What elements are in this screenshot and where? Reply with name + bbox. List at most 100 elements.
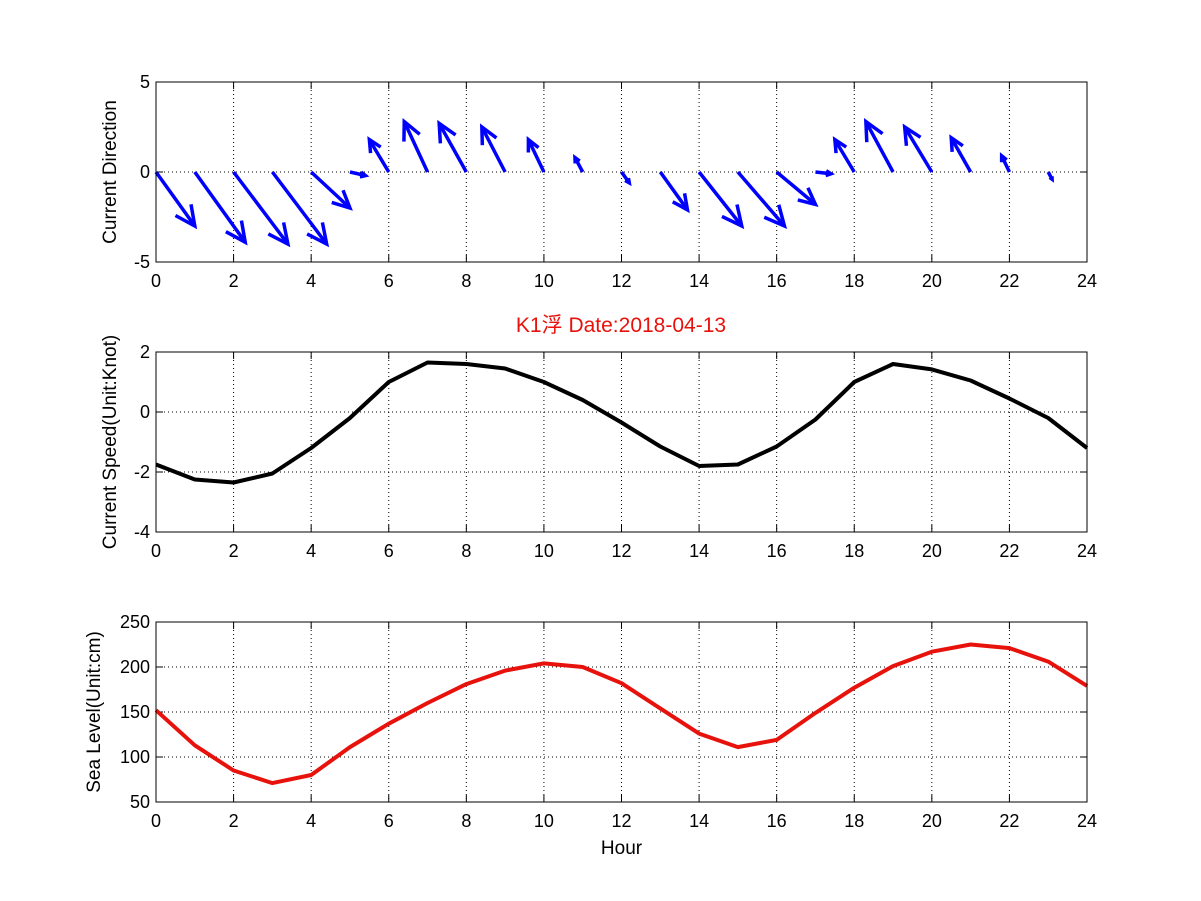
current-direction-arrow-head [306,222,330,248]
sea-level-xlabel: Hour [601,838,643,859]
current-direction-ytick-label: 5 [140,72,150,92]
current-speed-ylabel: Current Speed(Unit:Knot) [100,335,121,549]
current-direction-arrow-head [267,222,291,248]
current-direction-arrow [697,170,745,230]
sea-level-series-line [154,642,1089,786]
current-direction-arrow-shaft [833,138,856,173]
sea-level-ytick-label: 250 [120,612,150,632]
current-direction-xtick-label: 12 [611,271,631,291]
current-direction-arrow-shaft [526,138,546,173]
current-speed-xtick-label: 20 [922,541,942,561]
current-speed-xtick-label: 16 [767,541,787,561]
current-direction-arrow-head [671,192,690,214]
current-direction-arrow-shaft [903,126,934,173]
current-direction-arrow-head [174,204,198,230]
current-direction-arrow-head [437,119,457,144]
sea-level-xtick-label: 22 [999,811,1019,831]
sea-level-xtick-label: 14 [689,811,709,831]
current-direction-arrow-head [1048,176,1054,183]
current-direction-axes-frame [155,81,1088,263]
sea-level-xtick-label: 2 [229,811,239,831]
current-speed-ytick-label: -2 [134,462,150,482]
current-direction-arrow [775,170,819,207]
current-direction-arrow [863,118,895,173]
current-direction-arrow [270,170,330,248]
current-direction-arrow [193,170,248,246]
current-speed-xtick-label: 8 [461,541,471,561]
current-direction-arrow [736,170,788,230]
current-direction-arrow-head [526,135,540,153]
sea-level-ylabel: Sea Level(Unit:cm) [84,631,105,793]
current-direction-arrow-head [949,134,964,153]
current-direction-arrow [902,123,934,173]
current-direction-arrow-shaft [309,170,352,210]
current-direction-xtick-label: 22 [999,271,1019,291]
current-direction-arrow [402,117,430,173]
current-direction-arrow [367,136,391,173]
current-direction-arrow-shaft [736,170,786,228]
current-direction-xtick-label: 8 [461,271,471,291]
current-direction-arrow [815,169,835,178]
current-direction-arrow [620,170,632,187]
current-direction-arrow-head [402,117,421,142]
current-direction-arrow-head [902,123,922,147]
current-direction-arrow [573,154,585,173]
current-direction-arrow [480,123,507,173]
current-direction-arrow-head [863,118,884,143]
current-speed-xtick-label: 0 [151,541,161,561]
current-direction-arrow-head [480,123,498,146]
current-speed-xtick-label: 4 [306,541,316,561]
current-direction-arrow-shaft [193,170,247,244]
current-speed-ytick-label: 0 [140,402,150,422]
current-direction-arrow [1046,171,1054,183]
current-direction-arrow-head [763,204,788,230]
current-direction-arrow-shaft [864,120,895,173]
current-speed-plot-area [156,352,1087,532]
current-direction-arrow-shaft [697,170,744,228]
current-speed-xtick-label: 6 [384,541,394,561]
sea-level-xtick-label: 0 [151,811,161,831]
current-direction-xtick-label: 2 [229,271,239,291]
current-direction-arrow-shaft [775,170,817,206]
current-direction-xtick-label: 14 [689,271,709,291]
sea-level-xtick-label: 24 [1077,811,1097,831]
current-direction-arrow-head [797,187,819,207]
current-direction-arrow [154,170,198,230]
sea-level-ytick-label: 100 [120,747,150,767]
current-direction-arrow-head [721,204,745,230]
current-direction-arrow-head [367,136,382,154]
sea-level-xtick-label: 10 [534,811,554,831]
current-direction-arrow [349,170,370,179]
current-direction-xtick-label: 20 [922,271,942,291]
current-direction-arrow [232,170,291,248]
current-direction-arrow-shaft [949,136,973,173]
current-direction-xtick-label: 10 [534,271,554,291]
current-direction-arrow-shaft [232,170,290,246]
sea-level-xtick-label: 6 [384,811,394,831]
sea-level-ytick-label: 150 [120,702,150,722]
current-speed-xtick-label: 22 [999,541,1019,561]
current-speed-axes-frame [155,351,1088,533]
current-speed-series-line [155,360,1089,485]
current-direction-arrow [949,134,973,173]
current-direction-arrow-shaft [437,122,468,173]
current-direction-ytick-label: 0 [140,162,150,182]
current-direction-arrow [832,136,856,173]
current-direction-ylabel: Current Direction [100,100,121,244]
sea-level-xtick-label: 8 [461,811,471,831]
current-direction-arrow-head [624,177,632,187]
sea-level-xtick-label: 20 [922,811,942,831]
sea-level-xtick-label: 16 [767,811,787,831]
current-direction-arrow [999,152,1011,173]
current-speed-xtick-label: 2 [229,541,239,561]
current-direction-arrow [309,170,353,211]
current-direction-arrow-head [331,189,353,211]
current-direction-arrow-shaft [658,170,689,211]
current-direction-xtick-label: 6 [384,271,394,291]
current-direction-xtick-label: 24 [1077,271,1097,291]
current-direction-arrow-shaft [367,138,391,173]
sea-level-xtick-label: 18 [844,811,864,831]
sea-level-ytick-label: 200 [120,657,150,677]
